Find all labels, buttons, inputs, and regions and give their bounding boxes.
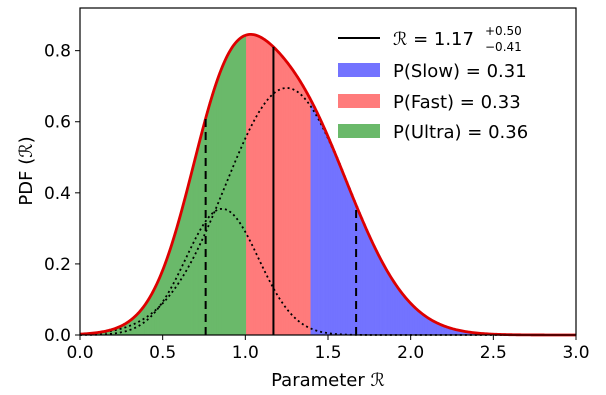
legend-text-slow: P(Slow) = 0.31 bbox=[393, 61, 527, 82]
x-axis-label: Parameter ℛ bbox=[271, 370, 385, 391]
legend-median-text: ℛ = 1.17 bbox=[393, 29, 474, 50]
x-tick-label: 0.0 bbox=[66, 343, 93, 363]
y-tick-label: 0.2 bbox=[44, 255, 71, 275]
legend-swatch-slow bbox=[338, 63, 380, 77]
legend-text-fast: P(Fast) = 0.33 bbox=[393, 92, 521, 113]
y-tick-label: 0.6 bbox=[44, 113, 71, 133]
y-tick-label: 0.8 bbox=[44, 42, 71, 62]
y-axis-label: PDF (ℛ) bbox=[16, 136, 37, 205]
y-tick-label: 0.4 bbox=[44, 184, 71, 204]
legend: ℛ = 1.17 +0.50 −0.41 P(Slow) = 0.31 P(Fa… bbox=[338, 24, 528, 143]
x-tick-label: 1.0 bbox=[232, 343, 259, 363]
y-tick-label: 0.0 bbox=[44, 326, 71, 346]
x-tick-label: 3.0 bbox=[562, 343, 589, 363]
legend-swatch-ultra bbox=[338, 124, 380, 138]
legend-text-ultra: P(Ultra) = 0.36 bbox=[393, 122, 528, 143]
legend-median-minus: −0.41 bbox=[485, 40, 522, 54]
x-tick-label: 2.0 bbox=[397, 343, 424, 363]
x-tick-label: 1.5 bbox=[314, 343, 341, 363]
x-tick-label: 0.5 bbox=[149, 343, 176, 363]
legend-median-plus: +0.50 bbox=[485, 24, 522, 38]
x-axis-ticks: 0.0 0.5 1.0 1.5 2.0 2.5 3.0 bbox=[66, 335, 589, 363]
x-tick-label: 2.5 bbox=[480, 343, 507, 363]
y-axis-ticks: 0.0 0.2 0.4 0.6 0.8 bbox=[44, 42, 80, 346]
legend-swatch-fast bbox=[338, 94, 380, 108]
